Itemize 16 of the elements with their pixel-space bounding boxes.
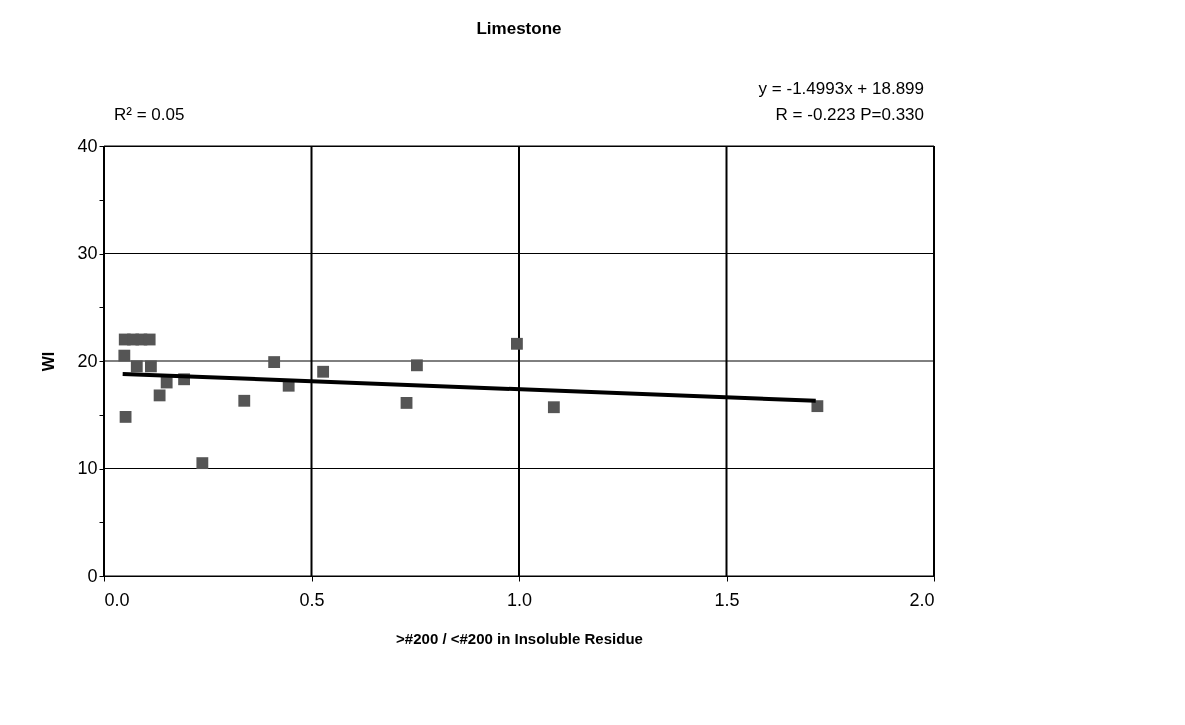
x-tick-label: 2.0 <box>909 589 935 610</box>
x-tick-label: 1.5 <box>714 589 740 610</box>
text: R² = 0.05 <box>114 105 185 124</box>
x-tick-label: 1.0 <box>506 589 533 610</box>
y-tick-label: 40 <box>77 135 98 156</box>
y-tick-label: 30 <box>77 243 98 263</box>
y-tick-label: 0 <box>87 565 98 586</box>
y-axis-title: WI <box>40 351 58 372</box>
y-tick-label: 10 <box>77 458 98 478</box>
x-tick-label: 0.0 <box>104 589 130 610</box>
y-tick-label: 20 <box>77 350 98 371</box>
text: y = -1.4993x + 18.899 <box>758 79 924 98</box>
chart-title: Limestone <box>476 19 562 38</box>
x-axis-title: >#200 / <#200 in Insoluble Residue <box>396 629 643 647</box>
text: R = -0.223 P=0.330 <box>775 105 924 124</box>
x-tick-label: 0.5 <box>299 589 325 610</box>
